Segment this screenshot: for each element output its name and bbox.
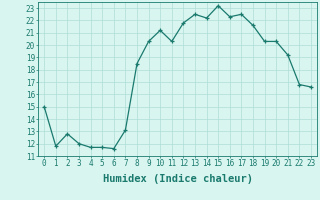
X-axis label: Humidex (Indice chaleur): Humidex (Indice chaleur) <box>103 174 252 184</box>
